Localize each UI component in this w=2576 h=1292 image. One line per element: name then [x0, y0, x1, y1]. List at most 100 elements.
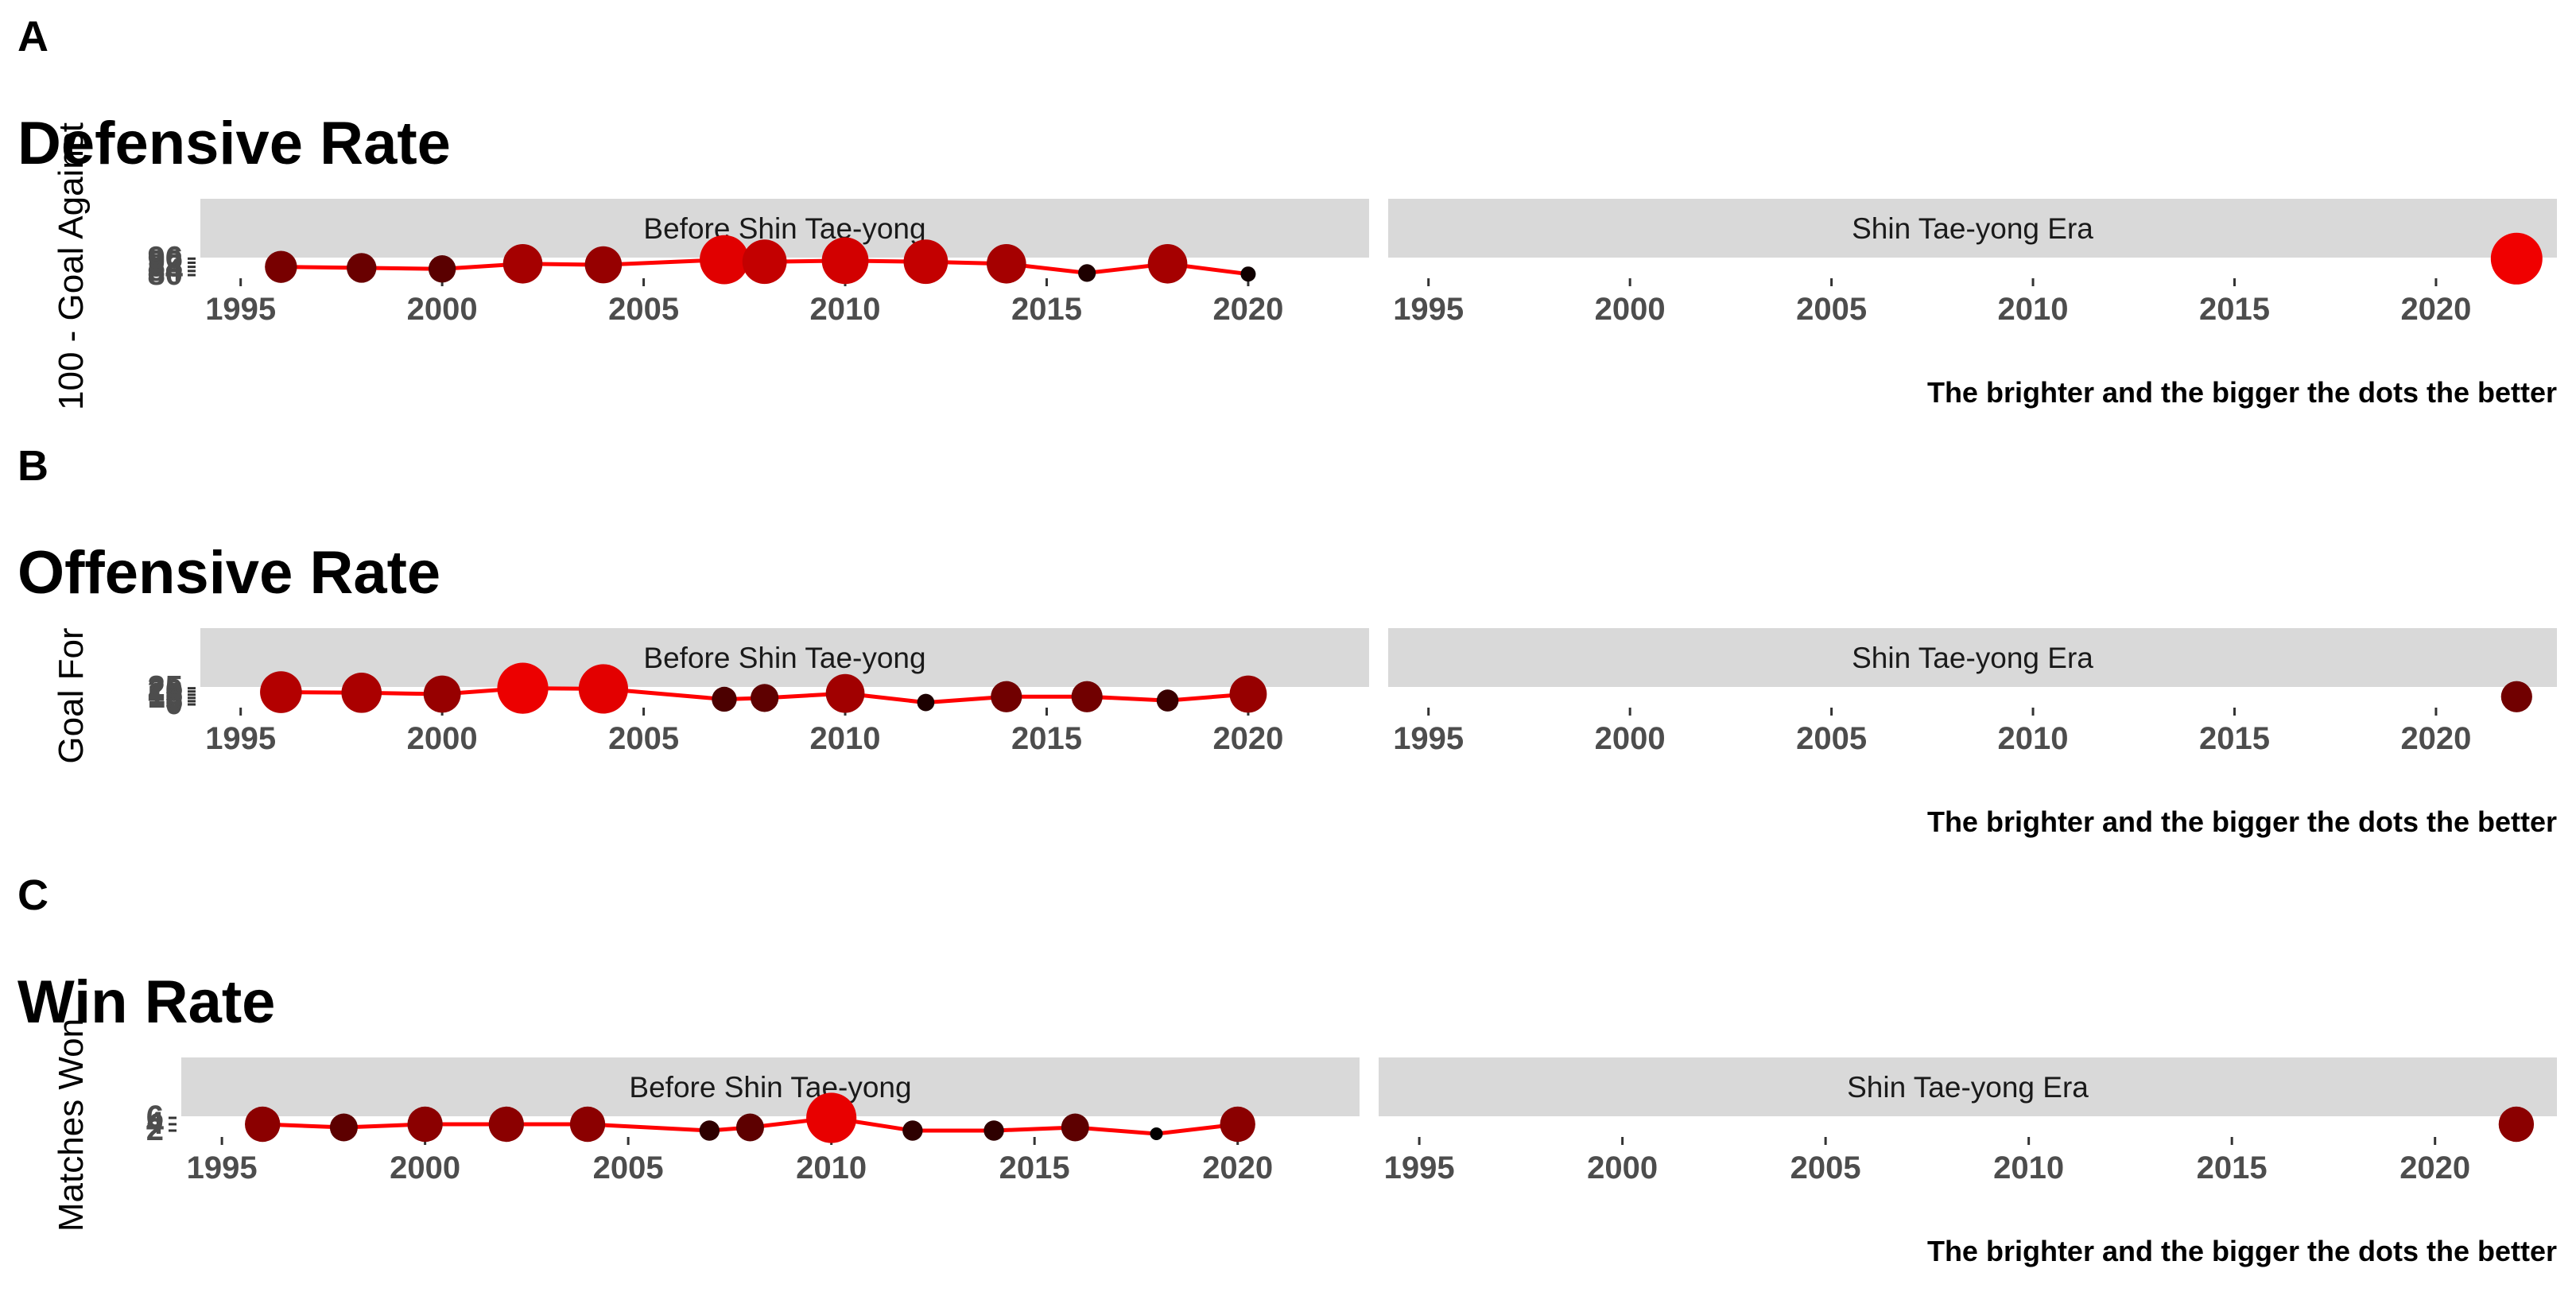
data-point — [2500, 681, 2532, 712]
facet-strip — [181, 1057, 1360, 1116]
data-point — [569, 1106, 606, 1143]
y-axis-label: Goal For — [52, 627, 91, 763]
facet-strip — [1388, 628, 2557, 687]
data-point — [584, 246, 623, 284]
y-tick-label: 0 — [165, 686, 183, 721]
x-tick-label: 2005 — [608, 292, 679, 327]
data-point — [903, 239, 949, 285]
data-point — [1240, 266, 1256, 282]
x-tick-label: 2005 — [1790, 1150, 1861, 1185]
x-tick-label: 2015 — [2199, 292, 2270, 327]
data-point — [245, 1106, 281, 1143]
x-tick-label: 2005 — [1796, 721, 1867, 756]
x-tick-label: 2020 — [1212, 721, 1283, 756]
data-point — [806, 1092, 857, 1143]
panel-title: Offensive Rate — [17, 539, 440, 607]
data-point — [265, 250, 297, 283]
x-tick-label: 2000 — [1595, 292, 1666, 327]
x-tick-label: 1995 — [1393, 721, 1464, 756]
x-tick-label: 2005 — [1796, 292, 1867, 327]
x-tick-label: 2020 — [2399, 1150, 2470, 1185]
panel-title: Defensive Rate — [17, 110, 451, 177]
facet-strip — [1388, 199, 2557, 258]
facet-strip — [1379, 1057, 2557, 1116]
y-tick-label: 96 — [148, 240, 184, 275]
data-point — [742, 239, 787, 285]
facet-strip-label: Shin Tae-yong Era — [1852, 212, 2093, 245]
y-tick-label: 4 — [146, 1106, 165, 1141]
facet-strip-label: Before Shin Tae-yong — [629, 1071, 911, 1104]
x-tick-label: 1995 — [205, 721, 276, 756]
x-tick-label: 1995 — [1393, 292, 1464, 327]
x-tick-label: 2010 — [810, 721, 881, 756]
data-point — [407, 1106, 443, 1143]
data-point — [502, 243, 543, 284]
y-tick-label: 92 — [148, 244, 184, 279]
data-point — [329, 1113, 358, 1142]
chart-caption: The brighter and the bigger the dots the… — [1927, 805, 2557, 838]
x-tick-label: 2010 — [796, 1150, 867, 1185]
y-tick-label: 84 — [148, 253, 184, 288]
data-point — [917, 693, 935, 712]
y-tick-label: 15 — [148, 677, 184, 712]
facet-strip — [200, 628, 1369, 687]
y-axis-label: Matches Won — [52, 1018, 91, 1232]
y-tick-label: 25 — [148, 670, 184, 705]
x-tick-label: 2000 — [1595, 721, 1666, 756]
data-point — [341, 673, 382, 713]
x-tick-label: 2015 — [2197, 1150, 2268, 1185]
y-tick-label: 5 — [165, 683, 183, 718]
x-tick-label: 2015 — [999, 1150, 1070, 1185]
data-point — [699, 1120, 720, 1141]
data-point — [986, 243, 1026, 284]
x-tick-label: 2020 — [1202, 1150, 1273, 1185]
x-tick-label: 2020 — [2400, 292, 2471, 327]
data-point — [991, 681, 1022, 712]
data-point — [1147, 243, 1188, 284]
panel-letter: B — [17, 442, 48, 490]
y-axis-label: 100 - Goal Against — [52, 122, 91, 410]
x-tick-label: 2015 — [1011, 292, 1082, 327]
data-point — [428, 255, 456, 283]
chart-caption: The brighter and the bigger the dots the… — [1927, 1235, 2557, 1267]
data-point — [1229, 675, 1267, 713]
data-point — [700, 235, 749, 285]
data-point — [1078, 264, 1096, 282]
panel-letter: A — [17, 13, 48, 60]
x-tick-label: 2000 — [407, 721, 478, 756]
x-tick-label: 2010 — [1998, 721, 2069, 756]
x-tick-label: 2000 — [390, 1150, 460, 1185]
data-point — [751, 684, 779, 712]
data-point — [712, 686, 737, 712]
x-tick-label: 2000 — [1587, 1150, 1658, 1185]
x-tick-label: 2015 — [1011, 721, 1082, 756]
panel-title: Win Rate — [17, 968, 275, 1036]
data-point — [2498, 1106, 2535, 1143]
x-tick-label: 2010 — [1998, 292, 2069, 327]
facet-strip-label: Before Shin Tae-yong — [643, 642, 925, 674]
y-tick-label: 80 — [148, 257, 184, 292]
data-point — [902, 1120, 923, 1141]
x-tick-label: 1995 — [1384, 1150, 1455, 1185]
data-point — [825, 673, 865, 713]
x-tick-label: 2020 — [1212, 292, 1283, 327]
data-point — [347, 253, 377, 283]
data-point — [1061, 1113, 1089, 1142]
y-tick-label: 2 — [146, 1112, 164, 1147]
x-tick-label: 2005 — [593, 1150, 664, 1185]
data-point — [578, 664, 628, 714]
data-point — [2490, 232, 2543, 285]
data-point — [735, 1113, 764, 1142]
x-tick-label: 2015 — [2199, 721, 2270, 756]
x-tick-label: 2010 — [810, 292, 881, 327]
data-point — [488, 1106, 525, 1143]
y-tick-label: 20 — [148, 673, 184, 708]
x-tick-label: 1995 — [205, 292, 276, 327]
data-point — [497, 662, 549, 714]
x-tick-label: 2010 — [1993, 1150, 2064, 1185]
y-tick-label: 10 — [148, 680, 184, 715]
x-tick-label: 2020 — [2400, 721, 2471, 756]
y-tick-label: 88 — [148, 249, 184, 284]
